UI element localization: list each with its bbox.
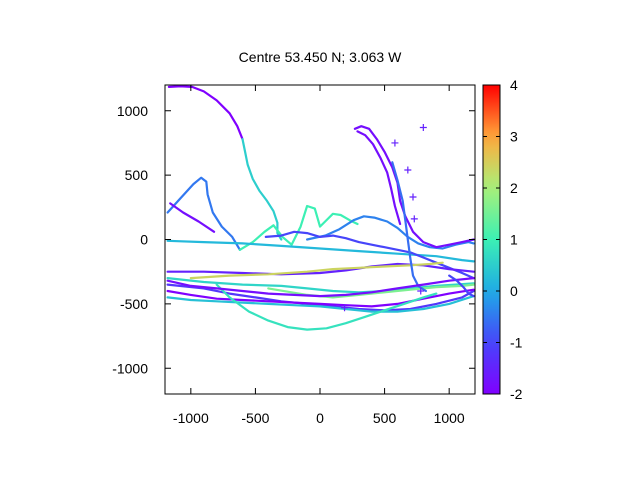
axes: -1000 -500 0 500 1000 -1000 -500 0 500 1000	[112, 84, 476, 426]
x-tick-label: -500	[241, 410, 269, 426]
colorbar-tick-label: 3	[510, 129, 518, 145]
y-tick-label: -1000	[112, 360, 148, 376]
track-series-17	[215, 283, 438, 331]
track-series-11	[189, 261, 444, 280]
plus-marker-3	[409, 193, 417, 201]
track-series-18	[391, 161, 427, 293]
track-series-5	[166, 239, 475, 263]
track-series-15	[166, 288, 475, 308]
y-tick-label: 0	[140, 232, 148, 248]
plus-marker-6	[417, 287, 425, 295]
track-series-14	[166, 283, 475, 312]
y-tick-label: -500	[120, 296, 148, 312]
chart-title: Centre 53.450 N; 3.063 W	[239, 49, 402, 65]
plus-marker-5	[341, 304, 349, 312]
track-series-8	[356, 130, 402, 226]
track-series-20	[448, 274, 475, 298]
track-series-10	[166, 262, 475, 276]
track-series-19	[166, 277, 475, 298]
plus-marker-1	[391, 139, 399, 147]
track-series-9	[264, 230, 475, 280]
track-series-6	[306, 215, 475, 250]
plus-marker-0	[419, 123, 427, 131]
track-series-4	[238, 204, 359, 251]
y-tick-label: 500	[125, 167, 149, 183]
colorbar-tick-label: 4	[510, 77, 518, 93]
colorbar-tick-label: 1	[510, 232, 518, 248]
colorbar: -2 -1 0 1 2 3 4	[482, 77, 523, 402]
track-series-0	[167, 85, 244, 141]
colorbar-tick-label: 0	[510, 283, 518, 299]
track-series-3	[169, 202, 216, 233]
colorbar-tick-label: 2	[510, 180, 518, 196]
plot-frame	[164, 84, 476, 395]
colorbar-tick-label: -1	[510, 335, 523, 351]
track-series-2	[166, 176, 241, 251]
track-series-1	[241, 138, 283, 241]
x-tick-label: 0	[316, 410, 324, 426]
plus-marker-4	[410, 215, 418, 223]
y-tick-label: 1000	[117, 103, 148, 119]
plot-area	[166, 85, 475, 331]
track-series-12	[166, 277, 475, 294]
colorbar-tick-label: -2	[510, 386, 523, 402]
track-series-7	[353, 125, 475, 249]
x-tick-label: 500	[373, 410, 397, 426]
x-tick-label: 1000	[434, 410, 465, 426]
track-series-16	[166, 295, 475, 313]
x-tick-label: -1000	[173, 410, 209, 426]
plus-marker-2	[404, 166, 412, 174]
